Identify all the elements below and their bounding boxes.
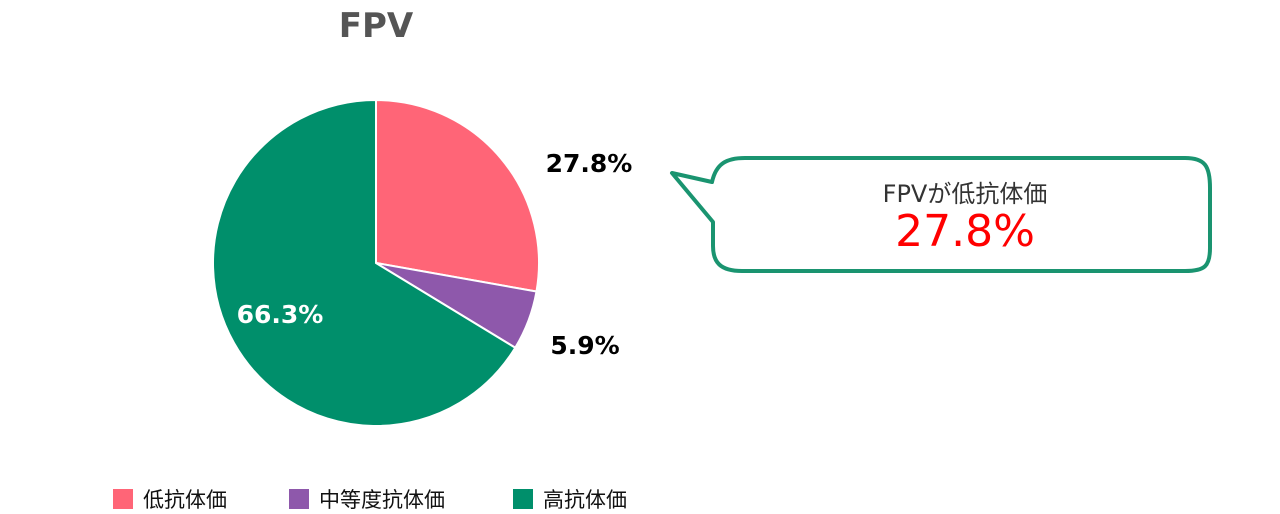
data-label-2: 66.3% bbox=[237, 300, 324, 329]
legend-label: 高抗体価 bbox=[543, 488, 627, 512]
pie-chart: 27.8% 5.9% 66.3% bbox=[212, 98, 633, 427]
legend-swatch bbox=[289, 489, 309, 509]
data-label-1: 5.9% bbox=[550, 331, 619, 360]
legend-label: 中等度抗体価 bbox=[319, 488, 445, 512]
data-label-0: 27.8% bbox=[546, 149, 633, 178]
legend-swatch bbox=[113, 489, 133, 509]
pie-slice-0 bbox=[375, 98, 540, 293]
legend-item-low: 低抗体価 bbox=[113, 484, 227, 514]
callout-value: 27.8% bbox=[895, 206, 1035, 257]
legend-item-medium: 中等度抗体価 bbox=[289, 484, 445, 514]
legend-item-high: 高抗体価 bbox=[513, 484, 627, 514]
chart-title: FPV bbox=[338, 6, 414, 46]
legend-label: 低抗体価 bbox=[143, 488, 227, 512]
callout-title: FPVが低抗体価 bbox=[882, 180, 1048, 208]
pie-slice-2 bbox=[212, 98, 517, 427]
speech-bubble bbox=[670, 156, 1212, 273]
legend-swatch bbox=[513, 489, 533, 509]
